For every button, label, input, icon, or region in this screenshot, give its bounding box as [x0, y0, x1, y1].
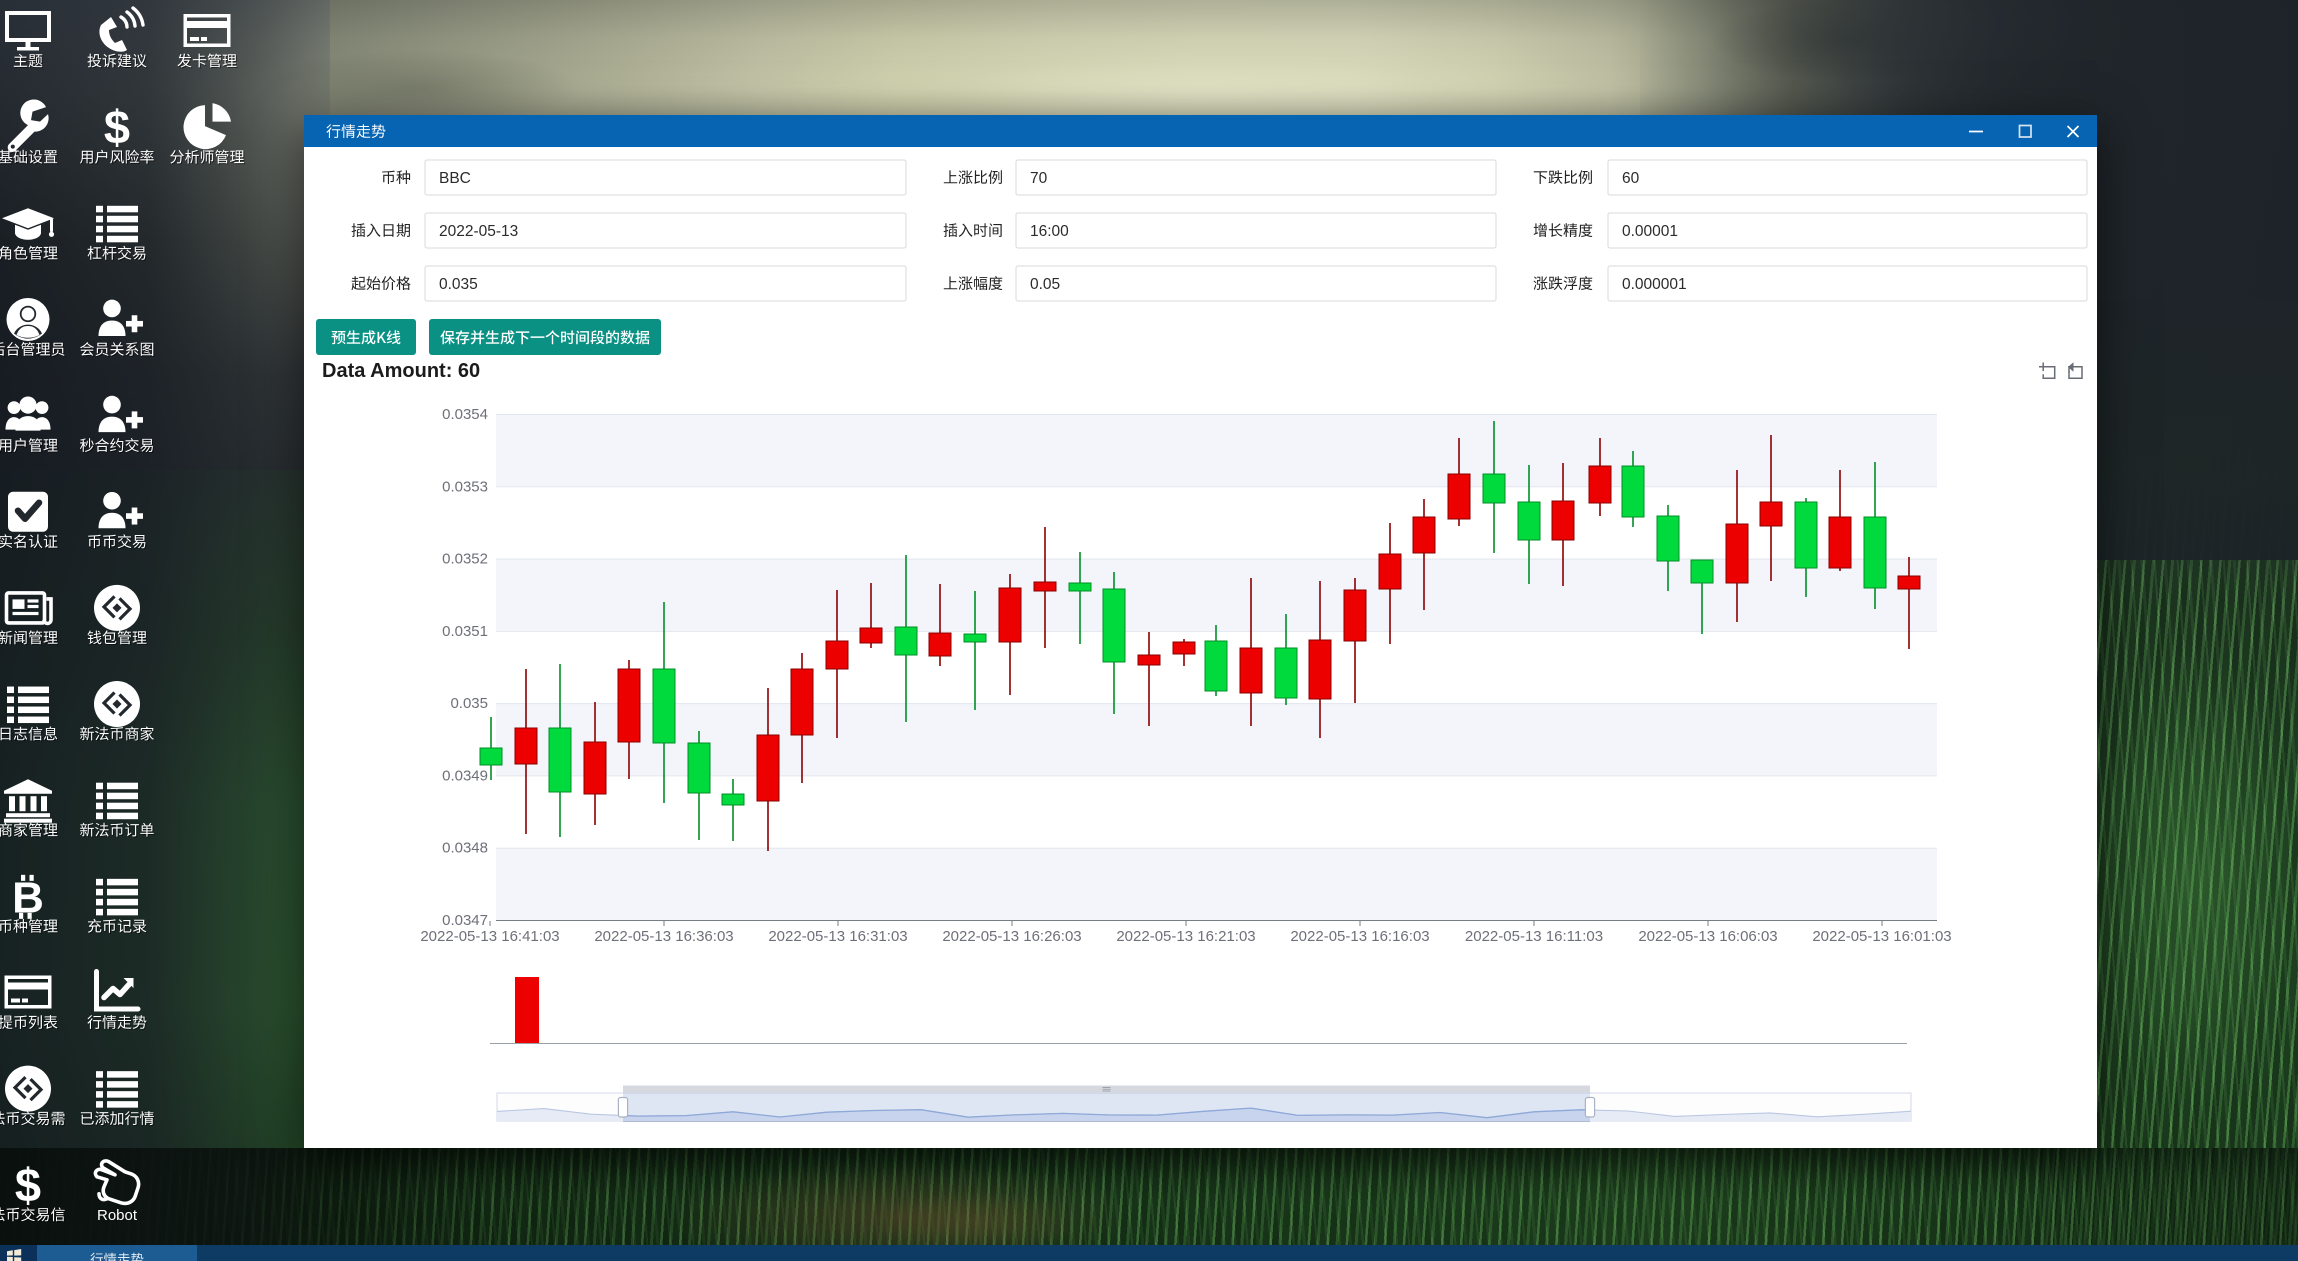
svg-text:2022-05-13 16:16:03: 2022-05-13 16:16:03: [1290, 928, 1429, 945]
svg-text:0.0348: 0.0348: [442, 840, 488, 857]
svg-text:16:00: 16:00: [1030, 223, 1069, 240]
svg-text:$: $: [15, 1158, 41, 1211]
svg-text:2022-05-13 16:26:03: 2022-05-13 16:26:03: [942, 928, 1081, 945]
svg-text:0.0354: 0.0354: [442, 406, 488, 423]
svg-text:2022-05-13 16:21:03: 2022-05-13 16:21:03: [1116, 928, 1255, 945]
svg-text:0.05: 0.05: [1030, 276, 1060, 293]
svg-text:Robot: Robot: [97, 1207, 138, 1224]
svg-text:2022-05-13 16:31:03: 2022-05-13 16:31:03: [768, 928, 907, 945]
svg-text:2022-05-13 16:41:03: 2022-05-13 16:41:03: [420, 928, 559, 945]
svg-text:2022-05-13 16:11:03: 2022-05-13 16:11:03: [1465, 928, 1603, 945]
svg-text:0.00001: 0.00001: [1622, 223, 1678, 240]
svg-text:2022-05-13 16:01:03: 2022-05-13 16:01:03: [1812, 928, 1951, 945]
svg-text:0.035: 0.035: [450, 695, 488, 712]
svg-text:0.0349: 0.0349: [442, 767, 488, 784]
svg-text:0.0347: 0.0347: [442, 912, 488, 929]
svg-text:BBC: BBC: [439, 170, 471, 187]
svg-text:0.0353: 0.0353: [442, 478, 488, 495]
svg-text:0.0351: 0.0351: [442, 623, 488, 640]
svg-text:0.000001: 0.000001: [1622, 276, 1687, 293]
svg-text:70: 70: [1030, 170, 1048, 187]
svg-text:2022-05-13: 2022-05-13: [439, 223, 518, 240]
svg-text:0.035: 0.035: [439, 276, 478, 293]
svg-text:60: 60: [1622, 170, 1640, 187]
svg-text:0.0352: 0.0352: [442, 551, 488, 568]
svg-text:2022-05-13 16:36:03: 2022-05-13 16:36:03: [594, 928, 733, 945]
svg-text:Data Amount: 60: Data Amount: 60: [322, 360, 480, 382]
svg-text:2022-05-13 16:06:03: 2022-05-13 16:06:03: [1638, 928, 1777, 945]
svg-text:$: $: [104, 101, 130, 154]
